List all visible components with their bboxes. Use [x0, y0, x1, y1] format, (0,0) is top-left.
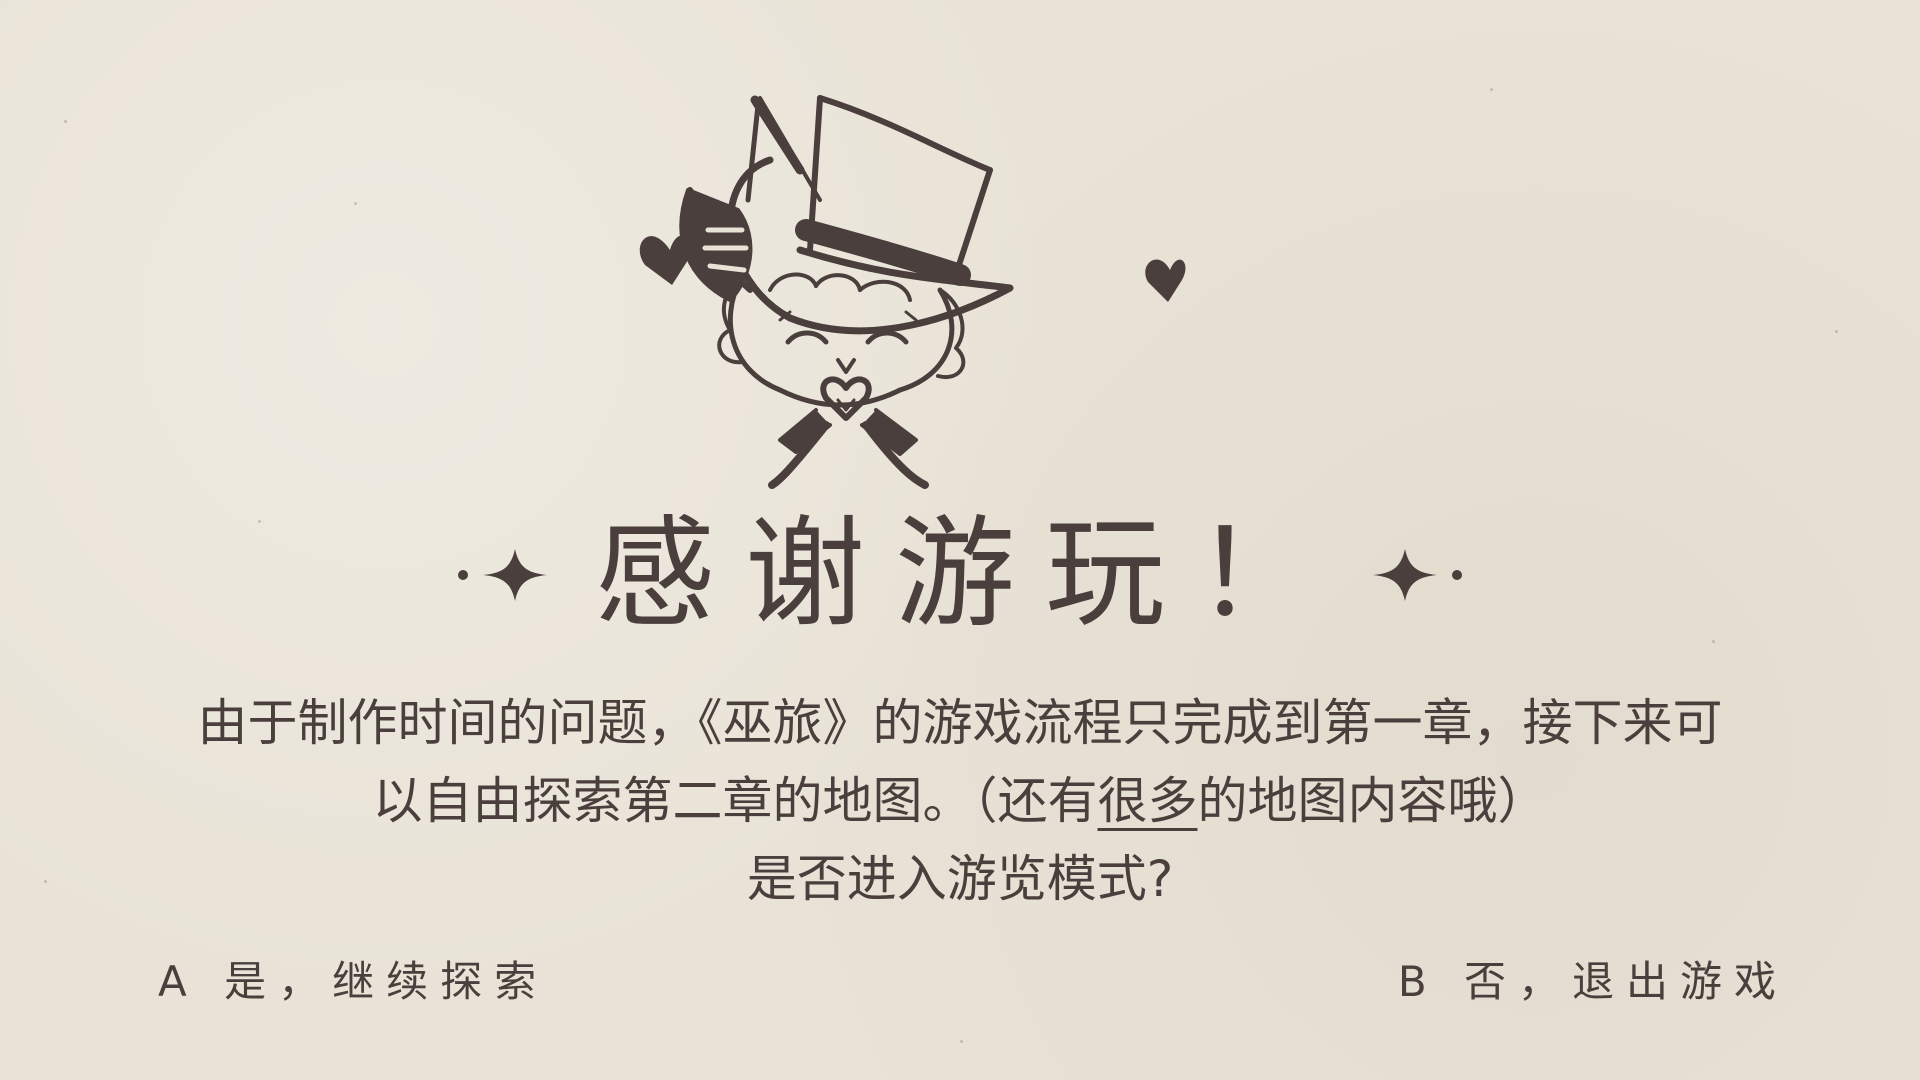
message-line-1: 由于制作时间的问题，《巫旅》的游戏流程只完成到第一章，接下来可 [197, 694, 1723, 752]
message-question: 是否进入游览模式? [746, 850, 1174, 908]
sparkle-ornament-icon [458, 549, 547, 601]
heart-icon [639, 235, 693, 285]
message-emphasis: 很多 [1097, 772, 1198, 830]
sparkle-ornament-icon [1373, 549, 1462, 601]
option-exit-button[interactable]: B 否，退出游戏 [1397, 957, 1788, 1006]
paper-speck [354, 202, 357, 205]
message-line-2-end: 的地图内容哦） [1197, 772, 1548, 830]
paper-speck [1712, 640, 1715, 643]
option-continue-button[interactable]: A 是，继续探索 [158, 957, 549, 1006]
heart-icon [1145, 259, 1186, 302]
paper-speck [44, 880, 47, 883]
page-title: 感谢游玩！ [595, 505, 1345, 644]
witch-girl-top-hat-icon [679, 95, 1014, 489]
message-line-2-start: 以自由探索第二章的地图。（还有 [372, 772, 1098, 830]
paper-speck [64, 120, 67, 123]
title-row: 感谢游玩！ [0, 510, 1920, 640]
paper-speck [1835, 330, 1838, 333]
paper-speck [960, 1040, 963, 1043]
paper-speck [258, 520, 261, 523]
message-line-2: 以自由探索第二章的地图。（还有很多的地图内容哦） [110, 762, 1810, 840]
witch-girl-illustration [639, 95, 1186, 489]
paper-speck [1490, 88, 1493, 91]
